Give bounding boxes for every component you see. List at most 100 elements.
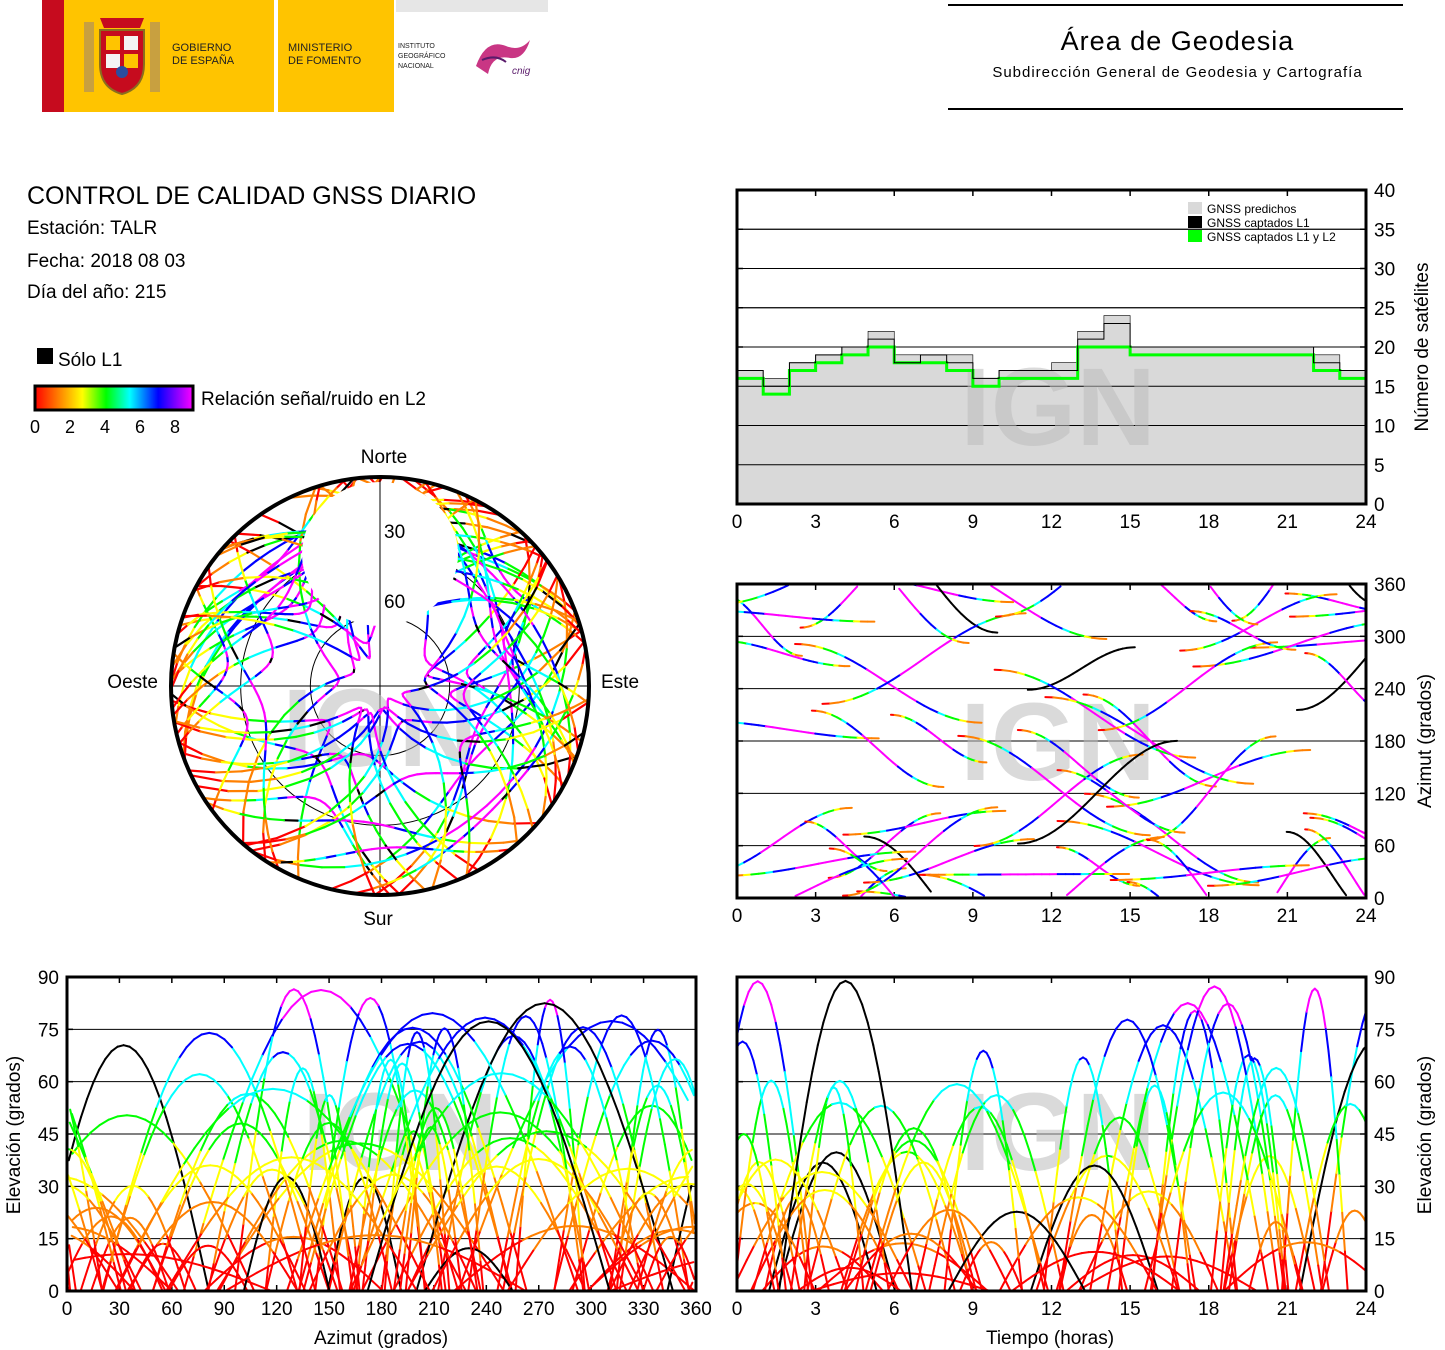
elev-az-track [73,1250,80,1260]
sky-track [210,712,232,719]
sky-track [321,735,328,747]
y-tick-label: 75 [38,1020,59,1041]
sky-track [182,668,192,689]
elev-az-track [254,1227,263,1237]
azimuth-track [1300,868,1310,873]
elev-az-track [617,1272,628,1291]
elev-az-track [395,1128,400,1155]
sky-track [345,626,350,644]
azimuth-track [1276,885,1283,894]
sky-track [223,768,230,781]
sky-track [205,680,216,689]
azimuth-track [1118,724,1128,729]
sky-track [474,734,481,746]
elev-az-track [389,1041,396,1063]
elev-az-track [235,1209,244,1217]
azimuth-track [922,585,931,590]
sky-track [483,730,495,735]
azimuth-track [1063,750,1071,757]
sky-track [266,631,272,642]
azimuth-track [1352,876,1358,885]
elev-az-track [309,1018,316,1037]
azimuth-track [1215,774,1223,783]
azimuth-track [1051,799,1060,807]
elev-az-track [584,1059,592,1072]
elev-az-track [430,1150,442,1166]
azimuth-track [829,701,840,705]
elev-az-track [559,1170,570,1184]
compass-north: Norte [361,447,407,468]
elev-az-track [303,1074,311,1090]
l1-only-label: Sólo L1 [58,350,122,371]
y-tick-label: 120 [1374,784,1406,805]
elev-az-track [492,1271,506,1280]
elev-az-track [324,1182,335,1211]
sky-track [346,742,362,757]
elev-az-track [663,1143,671,1173]
sky-track [563,731,585,747]
sky-track [410,847,428,867]
sky-track [493,558,499,568]
azimuth-track [1114,767,1124,776]
elev-az-track [379,1078,389,1098]
azimuth-track [1066,888,1075,897]
azimuth-track [1378,611,1382,612]
elev-az-track [600,1098,608,1120]
sky-track [272,585,285,594]
azimuth-track [1265,588,1271,596]
elev-az-track [165,1234,172,1247]
sky-track [540,589,563,607]
elev-az-track [93,1238,100,1267]
azimuth-track [1141,844,1152,851]
elev-az-track [414,1044,424,1052]
azimuth-track [1180,759,1191,767]
azimuth-track [742,598,752,603]
sky-track [285,795,296,799]
sky-track [488,734,500,749]
elev-az-track [195,1165,205,1170]
elev-az-track [175,1176,185,1186]
azimuth-track [1423,608,1428,609]
elev-az-track [92,1273,98,1284]
sky-track [324,641,338,650]
elev-az-track [455,1023,468,1034]
sky-track [494,610,502,625]
azimuth-track [895,876,905,880]
elev-az-track [183,1245,195,1263]
elev-az-track [381,1013,388,1028]
azimuth-track [892,827,901,831]
sky-track [392,778,403,785]
sky-track [282,590,290,601]
ministry-logo [278,0,394,112]
elev-az-track [263,1159,275,1166]
elev-az-track [305,1005,312,1021]
azimuth-track [1184,864,1191,873]
sky-track [230,616,256,622]
elev-az-track [145,1232,151,1241]
azimuth-track [1163,831,1173,840]
sky-track [520,577,544,593]
legend-swatch [1188,216,1202,228]
watermark-satellites: IGN [960,346,1156,469]
sky-track [346,833,354,846]
azimuth-track [1179,769,1187,776]
skyplot-area: IGN [171,477,589,895]
azimuth-track [1109,758,1118,764]
sky-track [352,634,358,647]
elev-az-track [507,1018,519,1033]
azimuth-track [986,842,995,846]
sky-track [204,595,219,613]
azimuth-track [1359,888,1366,896]
azimuth-track [1365,839,1366,841]
sky-track [397,716,410,725]
x-tick-label: 24 [1355,512,1377,533]
sky-track [489,631,509,651]
azimuth-track [1096,765,1105,771]
azimuth-track [885,828,895,832]
sky-track [285,777,312,788]
elev-az-track [512,1031,524,1046]
azimuth-track [1024,673,1035,679]
elev-az-track [626,1209,634,1238]
sky-track [220,595,232,603]
